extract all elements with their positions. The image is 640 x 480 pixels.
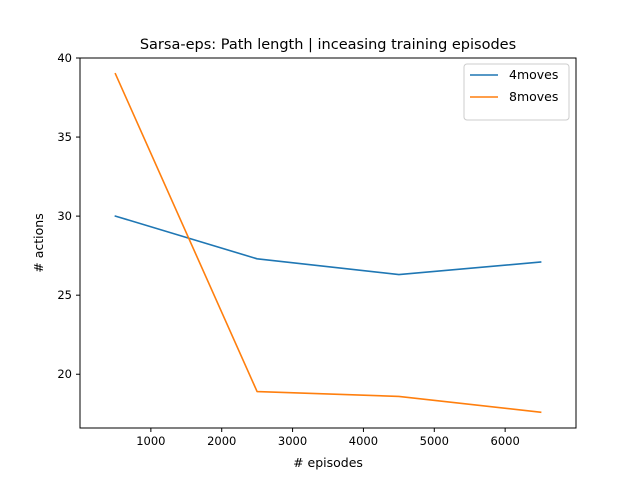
y-tick-label: 25 xyxy=(57,288,72,302)
series-line-4moves xyxy=(114,215,542,276)
x-tick-label: 6000 xyxy=(491,434,520,448)
legend: 4moves 8moves xyxy=(463,63,570,121)
axes-layer: 1000 2000 3000 4000 5000 6000 20 25 30 35 40 xyxy=(57,51,577,448)
x-tick-label: 1000 xyxy=(136,434,165,448)
y-tick-label: 35 xyxy=(57,130,72,144)
y-tick-label: 30 xyxy=(57,209,72,223)
x-tick-label: 3000 xyxy=(278,434,307,448)
legend-label-4moves: 4moves xyxy=(509,67,558,82)
x-tick-label: 2000 xyxy=(207,434,236,448)
series-line-8moves xyxy=(114,72,542,414)
x-axis-label: # episodes xyxy=(293,455,363,470)
y-axis-label: # actions xyxy=(31,213,46,272)
chart-title: Sarsa-eps: Path length | inceasing train… xyxy=(140,37,516,53)
legend-box xyxy=(463,63,570,121)
series-layer xyxy=(114,72,542,414)
x-tick-label: 4000 xyxy=(349,434,378,448)
y-tick-label: 20 xyxy=(57,367,72,381)
x-tick-label: 5000 xyxy=(420,434,449,448)
y-tick-label: 40 xyxy=(57,51,72,65)
legend-label-8moves: 8moves xyxy=(509,89,558,104)
plot-frame xyxy=(79,57,577,429)
